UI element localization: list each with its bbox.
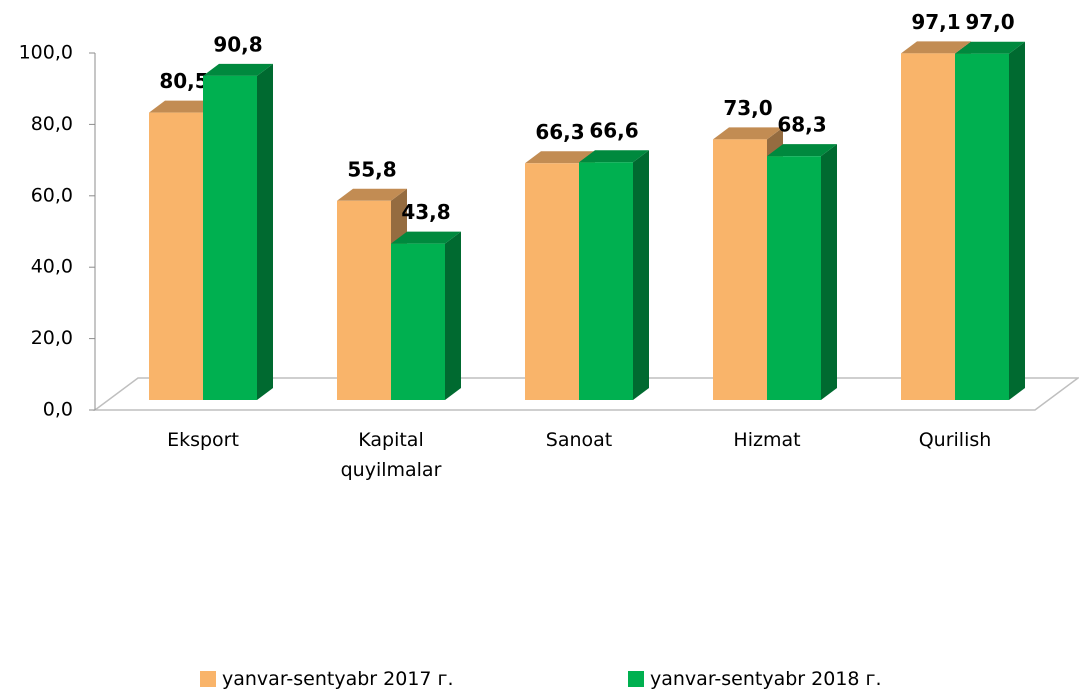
y-tick-label: 20,0: [31, 327, 73, 349]
bar: [525, 163, 579, 400]
data-label: 66,3: [535, 120, 584, 144]
legend-label: yanvar-sentyabr 2017 г.: [222, 668, 454, 690]
bar-side: [445, 231, 461, 400]
bar: [391, 243, 445, 400]
bar-side: [821, 144, 837, 400]
bar-top: [579, 150, 649, 163]
legend-swatch: [200, 671, 216, 687]
legend-item: yanvar-sentyabr 2017 г.: [200, 668, 454, 690]
bar: [767, 156, 821, 400]
legend-item: yanvar-sentyabr 2018 г.: [628, 668, 882, 690]
data-label: 90,8: [213, 32, 262, 56]
bar-top: [955, 41, 1025, 54]
data-label: 80,5: [159, 69, 208, 93]
bar-top: [391, 231, 461, 244]
bar-side: [1009, 41, 1025, 401]
floor: [92, 377, 1079, 411]
y-tick-label: 60,0: [31, 184, 73, 206]
legend-label: yanvar-sentyabr 2018 г.: [650, 668, 882, 690]
y-tick-label: 100,0: [19, 42, 73, 64]
data-label: 68,3: [777, 113, 826, 137]
bar-top: [525, 151, 595, 164]
data-label: 43,8: [401, 200, 450, 224]
bar: [149, 112, 203, 401]
bar: [901, 53, 955, 401]
x-tick-label: Hizmat: [733, 429, 801, 451]
x-tick-label: Eksport: [167, 429, 239, 451]
y-tick-label: 80,0: [31, 113, 73, 135]
data-label: 97,1: [911, 10, 960, 34]
y-tick-label: 40,0: [31, 256, 73, 278]
data-label: 55,8: [347, 157, 396, 181]
legend-swatch: [628, 671, 644, 687]
bar: [337, 200, 391, 400]
bar-side: [257, 63, 273, 401]
data-label: 66,6: [589, 119, 638, 143]
bar-top: [203, 63, 273, 76]
bar-top: [149, 100, 219, 113]
bar-top: [767, 144, 837, 157]
y-tick-label: 0,0: [43, 399, 73, 421]
bar-top: [713, 127, 783, 140]
bar: [203, 75, 257, 401]
x-tick-label: Kapital quyilmalar: [340, 429, 442, 481]
data-label: 73,0: [723, 96, 772, 120]
bar-top: [901, 41, 971, 54]
bar: [579, 162, 633, 400]
x-tick-label: Sanoat: [545, 429, 613, 451]
bar: [955, 53, 1009, 401]
bar-side: [633, 150, 649, 400]
x-tick-label: Qurilish: [918, 429, 992, 451]
data-label: 97,0: [965, 10, 1014, 34]
bar-top: [337, 188, 407, 201]
bar: [713, 139, 767, 400]
